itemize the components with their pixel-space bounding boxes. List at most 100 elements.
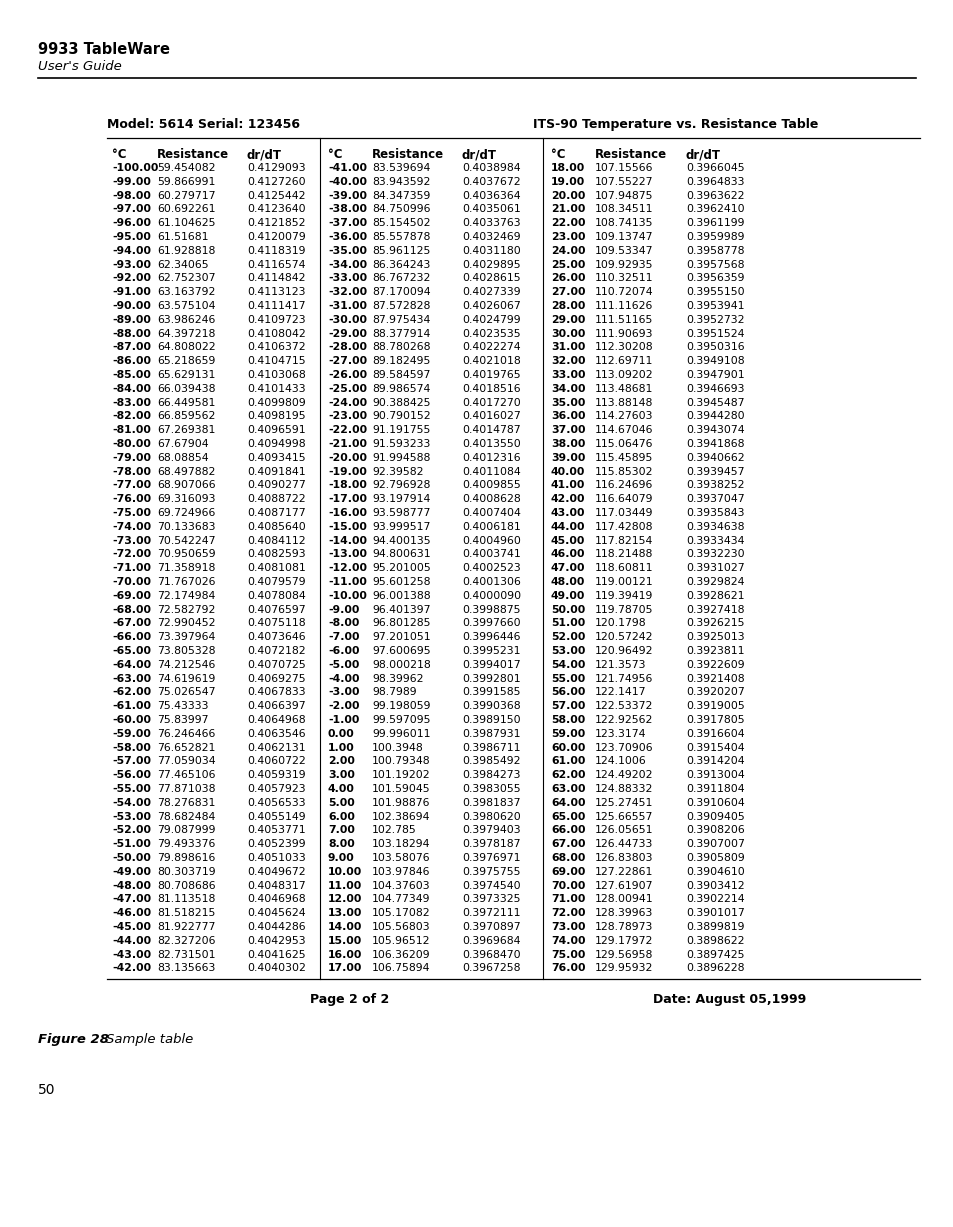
Text: 94.800631: 94.800631 [372,550,430,560]
Text: -96.00: -96.00 [112,218,151,228]
Text: 73.805328: 73.805328 [157,645,215,656]
Text: 5.00: 5.00 [328,798,355,807]
Text: 0.3966045: 0.3966045 [685,163,744,173]
Text: -2.00: -2.00 [328,701,359,712]
Text: 0.4059319: 0.4059319 [247,771,305,780]
Text: -13.00: -13.00 [328,550,367,560]
Text: 0.4052399: 0.4052399 [247,839,305,849]
Text: -44.00: -44.00 [112,936,151,946]
Text: 51.00: 51.00 [551,618,584,628]
Text: -29.00: -29.00 [328,329,367,339]
Text: 66.859562: 66.859562 [157,411,215,421]
Text: 117.42808: 117.42808 [595,521,653,531]
Text: -57.00: -57.00 [112,756,151,767]
Text: 0.3902214: 0.3902214 [685,894,744,904]
Text: -42.00: -42.00 [112,963,151,973]
Text: 0.4014787: 0.4014787 [461,426,520,436]
Text: -5.00: -5.00 [328,660,359,670]
Text: 98.7989: 98.7989 [372,687,416,697]
Text: 111.90693: 111.90693 [595,329,653,339]
Text: 86.364243: 86.364243 [372,260,430,270]
Text: 0.4103068: 0.4103068 [247,371,305,380]
Text: 128.78973: 128.78973 [595,921,653,933]
Text: 64.397218: 64.397218 [157,329,215,339]
Text: 88.377914: 88.377914 [372,329,430,339]
Text: 116.64079: 116.64079 [595,494,653,504]
Text: 0.4024799: 0.4024799 [461,315,520,325]
Text: 0.3929824: 0.3929824 [685,577,743,587]
Text: 118.60811: 118.60811 [595,563,653,573]
Text: 0.3914204: 0.3914204 [685,756,744,767]
Text: -11.00: -11.00 [328,577,367,587]
Text: -56.00: -56.00 [112,771,151,780]
Text: -68.00: -68.00 [112,605,151,615]
Text: 0.3986711: 0.3986711 [461,742,520,752]
Text: -82.00: -82.00 [112,411,151,421]
Text: 108.34511: 108.34511 [595,205,653,215]
Text: -87.00: -87.00 [112,342,151,352]
Text: 123.70906: 123.70906 [595,742,653,752]
Text: 102.785: 102.785 [372,826,416,836]
Text: -100.00: -100.00 [112,163,158,173]
Text: 109.53347: 109.53347 [595,245,653,255]
Text: -14.00: -14.00 [328,536,367,546]
Text: -30.00: -30.00 [328,315,367,325]
Text: 0.4041625: 0.4041625 [247,950,305,960]
Text: 0.4078084: 0.4078084 [247,590,305,601]
Text: -63.00: -63.00 [112,674,151,683]
Text: 0.3907007: 0.3907007 [685,839,744,849]
Text: 0.3951524: 0.3951524 [685,329,743,339]
Text: 0.4111417: 0.4111417 [247,301,305,310]
Text: 27.00: 27.00 [551,287,585,297]
Text: 70.542247: 70.542247 [157,536,215,546]
Text: 0.3955150: 0.3955150 [685,287,744,297]
Text: 77.465106: 77.465106 [157,771,215,780]
Text: 0.3984273: 0.3984273 [461,771,520,780]
Text: 0.4011084: 0.4011084 [461,466,520,476]
Text: 38.00: 38.00 [551,439,585,449]
Text: °C: °C [328,148,342,161]
Text: 0.4106372: 0.4106372 [247,342,305,352]
Text: -65.00: -65.00 [112,645,151,656]
Text: -47.00: -47.00 [112,894,151,904]
Text: 0.3962410: 0.3962410 [685,205,744,215]
Text: 71.00: 71.00 [551,894,585,904]
Text: 36.00: 36.00 [551,411,585,421]
Text: 41.00: 41.00 [551,481,585,491]
Text: 61.928818: 61.928818 [157,245,215,255]
Text: 92.39582: 92.39582 [372,466,423,476]
Text: 0.3970897: 0.3970897 [461,921,520,933]
Text: 3.00: 3.00 [328,771,355,780]
Text: 0.4046968: 0.4046968 [247,894,305,904]
Text: 122.53372: 122.53372 [595,701,653,712]
Text: -12.00: -12.00 [328,563,367,573]
Text: 0.4066397: 0.4066397 [247,701,305,712]
Text: 89.584597: 89.584597 [372,371,430,380]
Text: 0.4114842: 0.4114842 [247,274,305,283]
Text: 68.497882: 68.497882 [157,466,215,476]
Text: 22.00: 22.00 [551,218,585,228]
Text: 64.00: 64.00 [551,798,585,807]
Text: 0.4055149: 0.4055149 [247,811,305,822]
Text: 0.3989150: 0.3989150 [461,715,520,725]
Text: 79.493376: 79.493376 [157,839,215,849]
Text: 0.3973325: 0.3973325 [461,894,520,904]
Text: 77.059034: 77.059034 [157,756,215,767]
Text: 124.88332: 124.88332 [595,784,653,794]
Text: 14.00: 14.00 [328,921,362,933]
Text: 110.32511: 110.32511 [595,274,653,283]
Text: -3.00: -3.00 [328,687,359,697]
Text: 117.03449: 117.03449 [595,508,653,518]
Text: -28.00: -28.00 [328,342,367,352]
Text: 45.00: 45.00 [551,536,585,546]
Text: 37.00: 37.00 [551,426,585,436]
Text: 0.4094998: 0.4094998 [247,439,305,449]
Text: 30.00: 30.00 [551,329,585,339]
Text: 0.4026067: 0.4026067 [461,301,520,310]
Text: 33.00: 33.00 [551,371,585,380]
Text: 2.00: 2.00 [328,756,355,767]
Text: -40.00: -40.00 [328,177,367,187]
Text: 0.4021018: 0.4021018 [461,356,520,366]
Text: 124.1006: 124.1006 [595,756,646,767]
Text: 0.4003741: 0.4003741 [461,550,520,560]
